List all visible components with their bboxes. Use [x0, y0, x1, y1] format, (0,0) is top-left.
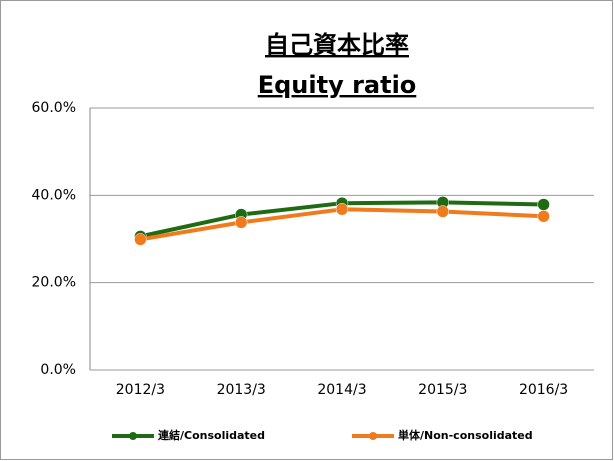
x-tick-label: 2015/3	[418, 382, 467, 398]
y-tick-label: 0.0%	[40, 362, 76, 378]
data-point	[335, 203, 349, 216]
chart-title: 自己資本比率	[265, 31, 409, 59]
legend-marker	[129, 432, 137, 440]
y-tick-label: 60.0%	[32, 100, 76, 116]
data-point	[537, 210, 550, 223]
x-tick-label: 2016/3	[519, 382, 568, 398]
legend-label: 連結/Consolidated	[158, 428, 265, 442]
x-tick-label: 2014/3	[317, 382, 366, 398]
y-tick-label: 20.0%	[32, 275, 76, 291]
x-tick-label: 2012/3	[116, 382, 165, 398]
data-point	[436, 205, 450, 218]
data-point	[234, 216, 248, 229]
data-point	[134, 233, 147, 246]
legend-label: 単体/Non-consolidated	[398, 428, 533, 442]
x-tick-label: 2013/3	[217, 382, 266, 398]
y-tick-label: 40.0%	[32, 187, 76, 203]
chart-subtitle: Equity ratio	[258, 71, 417, 99]
data-point	[537, 198, 550, 211]
legend-marker	[369, 432, 377, 440]
